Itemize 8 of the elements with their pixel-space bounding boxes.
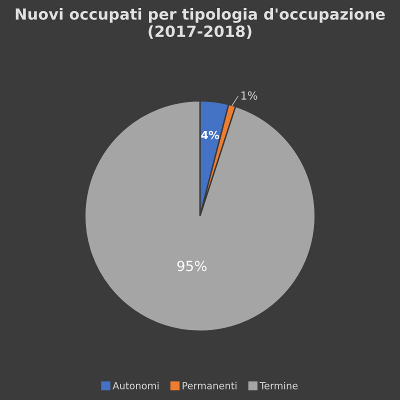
legend-label: Termine — [260, 382, 298, 390]
data-label: 1% — [241, 91, 258, 100]
pie-slice — [84, 100, 316, 332]
legend-label: Permanenti — [182, 382, 236, 390]
chart-title: Nuovi occupati per tipologia d'occupazione (2017-2018) — [16, 8, 385, 39]
data-label: 95% — [177, 260, 207, 272]
legend-label: Autonomi — [112, 382, 159, 390]
data-label: 4% — [201, 130, 220, 140]
